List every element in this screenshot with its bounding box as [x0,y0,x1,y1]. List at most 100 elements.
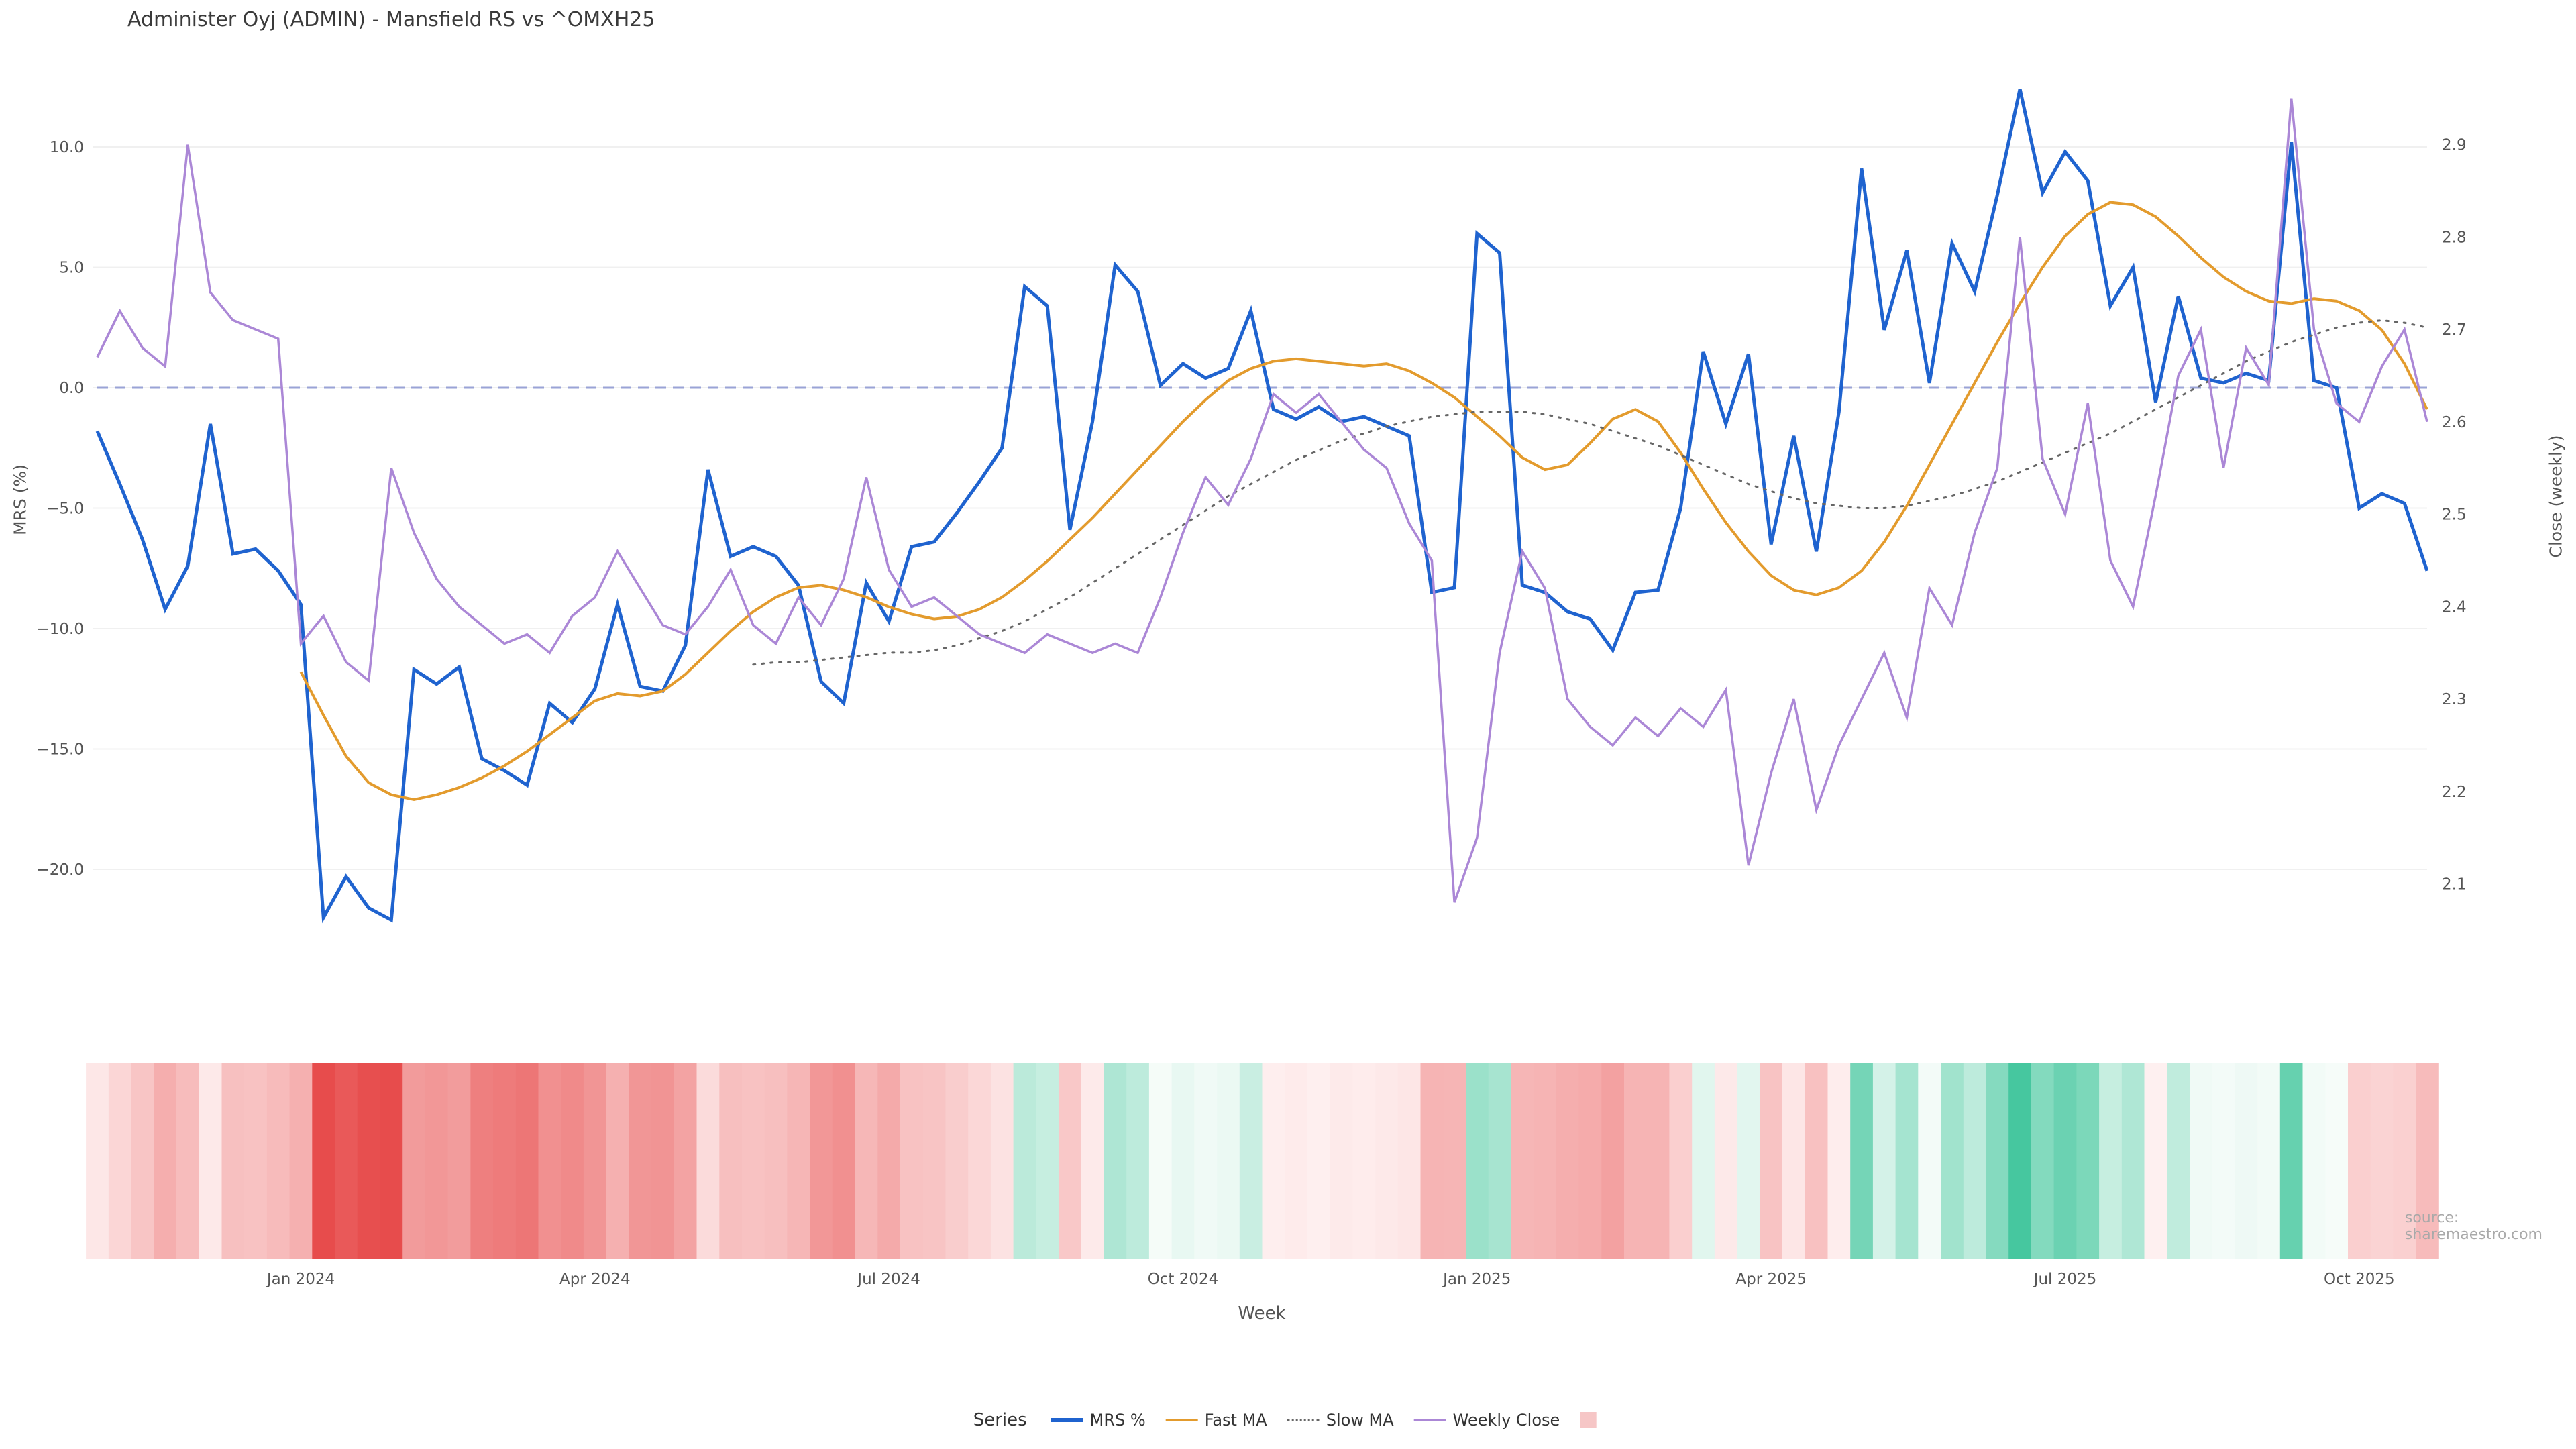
x-tick: Jan 2025 [1442,1271,1511,1288]
heatmap-cell [2325,1063,2349,1259]
heatmap-cell [1850,1063,1874,1259]
heatmap-cell [1420,1063,1444,1259]
heatmap-cell [380,1063,404,1259]
heatmap-cell [1534,1063,1557,1259]
heatmap-cell [1262,1063,1286,1259]
heatmap-cell [1488,1063,1512,1259]
heatmap-cell [696,1063,720,1259]
heatmap-cell [877,1063,901,1259]
heatmap-cell [606,1063,630,1259]
heatmap-cell [493,1063,517,1259]
legend-label: Fast MA [1204,1411,1267,1430]
y-left-tick: 0.0 [59,380,84,397]
heatmap-cell [221,1063,246,1259]
heatmap-cell [1126,1063,1150,1259]
heatmap-cell [561,1063,584,1259]
heatmap-cell [2370,1063,2394,1259]
series-mrs- [95,89,2429,924]
heatmap-cell [1782,1063,1806,1259]
heatmap-cell [1352,1063,1377,1259]
heatmap-cell [1307,1063,1331,1259]
heatmap-cell [1805,1063,1829,1259]
heatmap-cell [2167,1063,2190,1259]
y-right-tick: 2.1 [2442,876,2467,894]
heatmap-cell [470,1063,494,1259]
heatmap-cell [2348,1063,2371,1259]
y-right-tick: 2.7 [2442,321,2467,339]
heatmap-cell [1963,1063,1987,1259]
legend-label: MRS % [1089,1411,1146,1430]
heatmap-cell [1148,1063,1173,1259]
y-right-tick: 2.9 [2442,137,2467,154]
heatmap-cell [968,1063,991,1259]
series-weekly-close [96,98,2428,903]
heatmap-cell [2008,1063,2032,1259]
y-left-tick: 10.0 [50,139,84,156]
heatmap-cell [1601,1063,1625,1259]
heatmap-cell [2212,1063,2236,1259]
heatmap-cell [515,1063,539,1259]
heatmap-cell [742,1063,765,1259]
heatmap-cell [2302,1063,2326,1259]
legend-item-slow-ma: Slow MA [1287,1411,1394,1430]
heatmap-cell [1013,1063,1037,1259]
heatmap-cell [1872,1063,1896,1259]
heatmap-cell [945,1063,969,1259]
x-tick: Oct 2025 [2324,1271,2395,1288]
heatmap-cell [1624,1063,1648,1259]
source-attribution: source: sharemaestro.com [2404,1210,2542,1243]
heatmap-cell [651,1063,675,1259]
y-axis-left-label: MRS (%) [10,464,30,536]
heatmap-cell [199,1063,223,1259]
heatmap-cell [2190,1063,2213,1259]
heatmap-cell [1511,1063,1535,1259]
chart-title: Administer Oyj (ADMIN) - Mansfield RS vs… [127,8,655,32]
heatmap-cell [357,1063,381,1259]
heatmap-cell [810,1063,833,1259]
heatmap-cell [425,1063,449,1259]
series-fast-ma [299,201,2428,801]
heatmap-cell [990,1063,1014,1259]
heatmap-cell [2099,1063,2123,1259]
legend-label: Slow MA [1326,1411,1394,1430]
heatmap-cell [1760,1063,1783,1259]
heatmap-cell [244,1063,268,1259]
heatmap-cell [1443,1063,1466,1259]
y-left-tick: −5.0 [46,500,84,518]
heatmap-cell [2031,1063,2055,1259]
heatmap-cell [719,1063,743,1259]
series-slow-ma [752,319,2428,666]
heatmap-cell [674,1063,698,1259]
heatmap-cell [787,1063,811,1259]
heatmap-cell [1285,1063,1308,1259]
heatmap-cell [1941,1063,1964,1259]
heatmap-cell [2416,1063,2439,1259]
heatmap-cell [335,1063,358,1259]
heatmap-cell [1239,1063,1263,1259]
heatmap-cell [154,1063,177,1259]
y-right-tick: 2.3 [2442,691,2467,708]
y-left-tick: −15.0 [37,741,84,759]
heatmap-cell [108,1063,132,1259]
heatmap-cell [266,1063,290,1259]
heatmap-cell [131,1063,155,1259]
y-left-tick: −20.0 [37,861,84,879]
heatmap-cell [2393,1063,2417,1259]
heatmap-cell [1895,1063,1919,1259]
heatmap-cell [764,1063,788,1259]
heatmap-cell [2053,1063,2078,1259]
heatmap-swatch [1580,1412,1597,1428]
heatmap-cell [1918,1063,1941,1259]
heatmap-cell [289,1063,313,1259]
y-right-tick: 2.4 [2442,598,2467,616]
heatmap-cell [1466,1063,1489,1259]
legend-item-weekly-close: Weekly Close [1413,1411,1560,1430]
heatmap-cell [2279,1063,2304,1259]
heatmap-cell [1692,1063,1715,1259]
y-right-tick: 2.8 [2442,229,2467,246]
y-right-tick: 2.2 [2442,784,2467,801]
heatmap-cell [2257,1063,2281,1259]
line-swatch [1165,1419,1198,1421]
heatmap-cell [832,1063,856,1259]
